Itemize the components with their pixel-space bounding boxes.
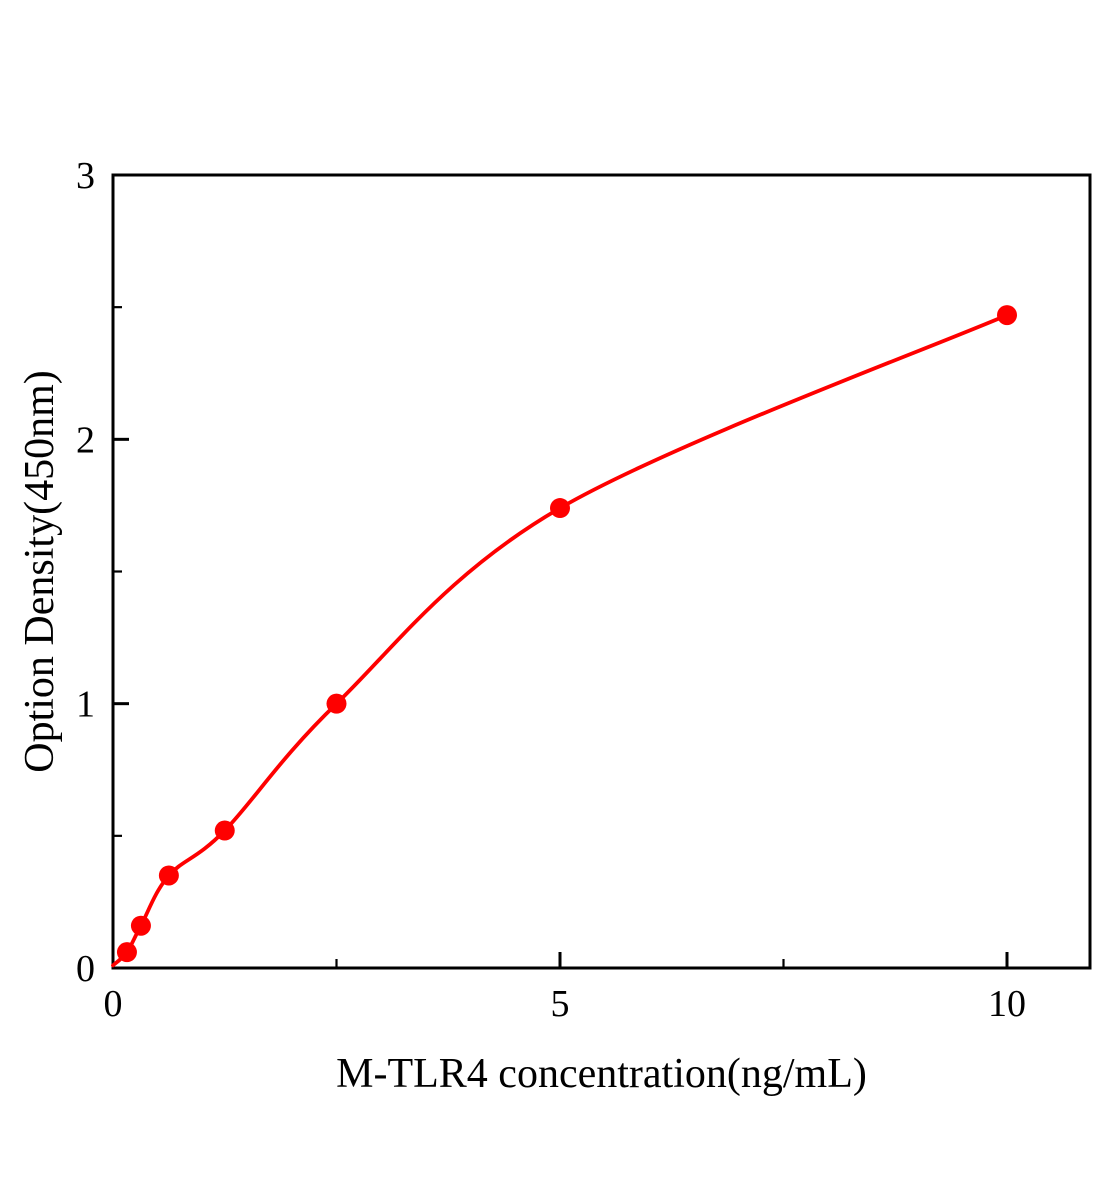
x-axis-tick-label: 10 bbox=[988, 983, 1026, 1025]
y-axis-tick-label: 3 bbox=[76, 155, 95, 197]
data-point bbox=[130, 915, 151, 936]
y-axis-tick-label: 1 bbox=[76, 684, 95, 726]
x-axis-tick-label: 5 bbox=[551, 983, 570, 1025]
y-axis-tick-label: 0 bbox=[76, 948, 95, 990]
fit-curve bbox=[111, 313, 1009, 968]
data-point bbox=[550, 498, 570, 519]
y-axis-title: Option Density(450nm) bbox=[17, 370, 63, 773]
data-point bbox=[158, 865, 179, 886]
data-point bbox=[326, 693, 347, 714]
data-point bbox=[214, 820, 235, 841]
y-axis-tick-label: 2 bbox=[76, 419, 95, 461]
x-axis-title: M-TLR4 concentration(ng/mL) bbox=[336, 1051, 867, 1097]
data-point bbox=[116, 942, 137, 963]
data-point bbox=[997, 305, 1017, 326]
x-axis-tick-label: 0 bbox=[104, 983, 123, 1025]
plot-frame bbox=[111, 173, 1092, 970]
